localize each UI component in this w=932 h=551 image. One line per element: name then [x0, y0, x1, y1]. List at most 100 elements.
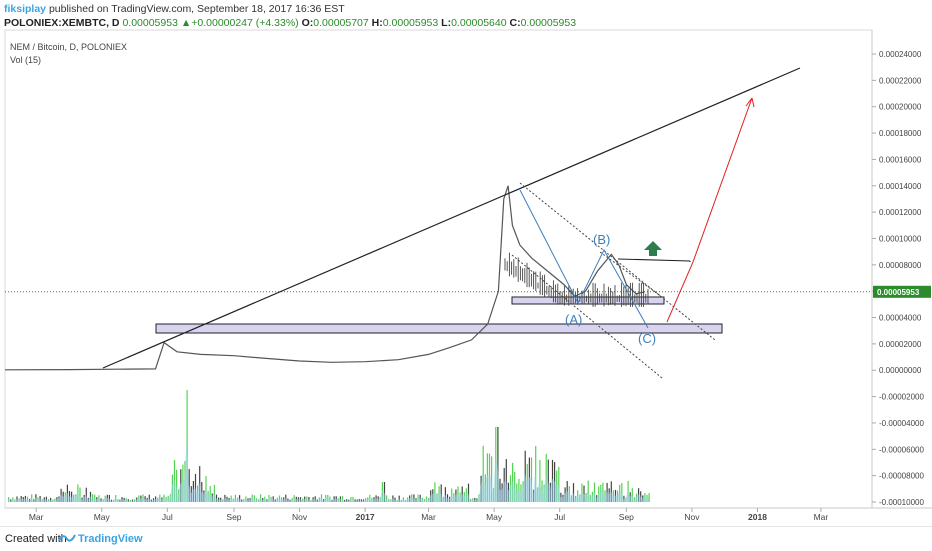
volume-bar: [402, 497, 404, 502]
y-tick-label: 0.00022000: [879, 76, 922, 85]
x-tick-label: Mar: [421, 512, 436, 522]
y-tick-label: 0.00016000: [879, 155, 922, 164]
volume-bar: [209, 485, 211, 502]
volume-bar: [461, 486, 463, 502]
low-label: L:: [441, 17, 452, 29]
tradingview-logo-icon: [58, 534, 76, 542]
y-tick-label: -0.00008000: [879, 472, 924, 481]
volume-bar: [505, 459, 507, 502]
y-tick-label: 0.00000000: [879, 366, 922, 375]
volume-bar: [558, 466, 560, 502]
volume-bar: [16, 496, 18, 502]
volume-bar: [115, 495, 117, 502]
volume-bar: [8, 497, 10, 502]
volume-bar: [26, 496, 29, 502]
volume-bar: [85, 487, 87, 502]
volume-bar: [285, 494, 287, 502]
volume-bar: [213, 484, 215, 502]
volume-bar: [398, 495, 400, 502]
volume-bar: [419, 494, 421, 502]
green-up-arrow-icon: [644, 241, 662, 256]
volume-label: Vol (15): [10, 55, 41, 65]
x-tick-label: 2017: [356, 512, 375, 522]
volume-bar: [335, 496, 337, 502]
resistance-line: [617, 258, 691, 262]
wave-label: (B): [593, 232, 610, 247]
x-tick-label: Sep: [226, 512, 241, 522]
volume-bar: [253, 495, 255, 502]
volume-bar: [444, 487, 446, 502]
volume-bar: [369, 494, 371, 502]
y-tick-label: 0.00014000: [879, 182, 922, 191]
volume-bar: [413, 494, 415, 502]
volume-bar: [39, 495, 41, 502]
volume-bar: [272, 496, 274, 502]
volume-bar: [163, 494, 165, 502]
volume-bar: [577, 490, 579, 502]
volume-bar: [94, 494, 96, 502]
volume-bar: [482, 445, 484, 502]
volume-bar: [12, 497, 14, 502]
x-tick-label: May: [486, 512, 503, 522]
volume-bar: [194, 473, 197, 502]
volume-bar: [610, 481, 612, 502]
volume-bar: [31, 494, 33, 502]
price-change: +0.00000247 (+4.33%): [191, 17, 299, 29]
x-tick-label: Nov: [292, 512, 308, 522]
volume-bar: [547, 459, 549, 502]
volume-bar: [234, 494, 236, 502]
rising-trendline: [102, 67, 801, 369]
abc-wave-path: [519, 189, 649, 329]
x-tick-label: Jul: [162, 512, 173, 522]
volume-bar: [583, 485, 585, 502]
volume-bar: [199, 466, 201, 502]
volume-bar: [66, 484, 68, 502]
created-with-text: Created with: [5, 533, 67, 545]
x-tick-label: Jul: [554, 512, 565, 522]
plot-area: [4, 29, 873, 509]
x-tick-label: Mar: [29, 512, 44, 522]
volume-bar: [341, 495, 344, 502]
volume-bar: [593, 482, 596, 502]
volume-bar: [440, 484, 442, 502]
volume-bar: [186, 390, 188, 502]
y-tick-label: 0.00010000: [879, 234, 922, 243]
wave-label: (C): [638, 331, 656, 346]
volume-bar: [264, 496, 266, 502]
volume-bar: [205, 476, 207, 502]
volume-bar: [79, 487, 81, 502]
y-tick-label: 0.00004000: [879, 314, 922, 323]
y-tick-label: -0.00010000: [879, 498, 924, 507]
volume-bar: [491, 456, 493, 502]
volume-ma-area: [8, 440, 649, 502]
volume-bar: [98, 495, 100, 502]
volume-bar: [148, 494, 150, 502]
volume-bar: [108, 495, 110, 502]
tradingview-brand[interactable]: TradingView: [78, 533, 143, 545]
y-tick-label: -0.00004000: [879, 419, 924, 428]
volume-bar: [434, 482, 436, 502]
close-label: C:: [509, 17, 521, 29]
volume-bar: [50, 497, 52, 502]
up-triangle-icon: ▲: [180, 17, 192, 29]
volume-bar: [394, 497, 396, 502]
x-tick-label: 2018: [748, 512, 767, 522]
volume-bar: [176, 469, 178, 502]
channel-upper-dashed: [519, 182, 716, 341]
volume-bar: [568, 486, 570, 502]
volume-bar: [467, 483, 470, 502]
author-link[interactable]: fiksiplay: [4, 3, 47, 15]
last-price-tag: [873, 285, 931, 298]
volume-bar: [386, 495, 388, 502]
y-tick-label: -0.00002000: [879, 393, 924, 402]
last-price-tag-text: 0.00005953: [877, 288, 920, 297]
wave-label: (A): [565, 312, 582, 327]
last-price: 0.00005953: [122, 17, 178, 29]
volume-bar: [260, 494, 262, 502]
pane-title: NEM / Bitcoin, D, POLONIEX: [10, 42, 127, 52]
volume-bar: [215, 494, 218, 502]
volume-bar: [497, 427, 499, 502]
red-projection-line: [666, 97, 753, 323]
support-zone-major: [155, 323, 723, 334]
